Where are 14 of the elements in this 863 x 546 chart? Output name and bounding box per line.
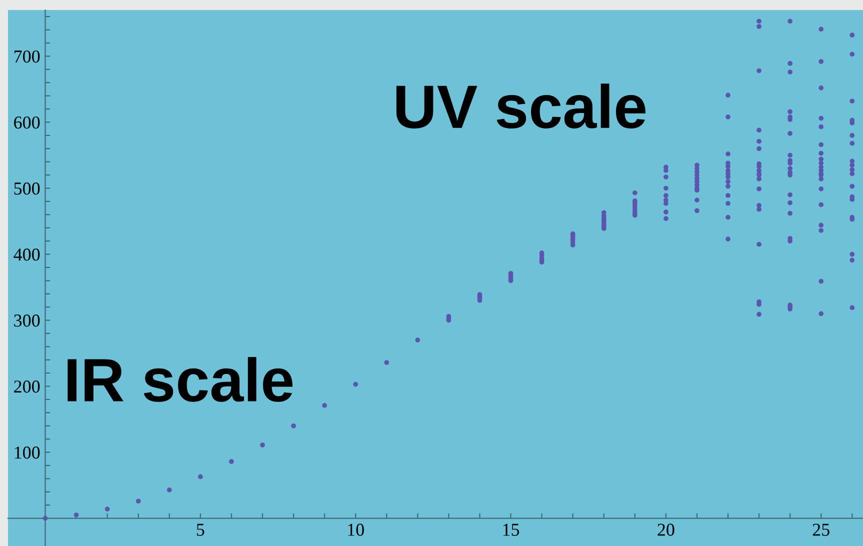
y-tick-label: 300 xyxy=(14,314,40,327)
x-tick-label: 15 xyxy=(503,524,520,536)
x-tick-label: 10 xyxy=(348,524,364,536)
y-tick-label: 600 xyxy=(14,116,40,129)
x-tick-label: 20 xyxy=(658,524,674,536)
x-tick-label: 5 xyxy=(196,524,204,536)
y-tick-label: 200 xyxy=(14,380,40,393)
y-tick-label: 400 xyxy=(14,248,40,261)
y-tick-label: 100 xyxy=(14,446,40,459)
annotation: IR scale xyxy=(68,356,293,402)
y-tick-label: 500 xyxy=(14,182,40,195)
annotation: UV scale xyxy=(396,84,646,129)
x-tick-label: 25 xyxy=(812,524,830,536)
y-tick-label: 700 xyxy=(14,50,40,63)
